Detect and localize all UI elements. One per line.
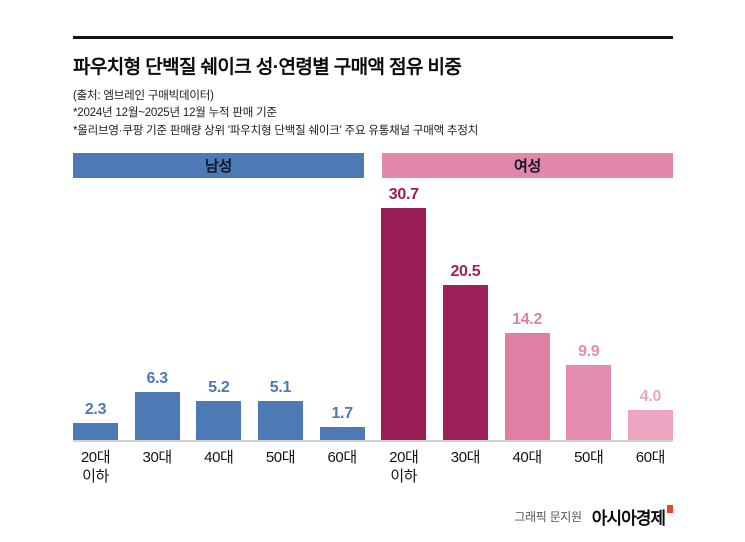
bar-item: 9.9 [566, 342, 612, 440]
bar-item: 20.5 [442, 262, 488, 440]
page-title: 파우치형 단백질 쉐이크 성·연령별 구매액 점유 비중 [73, 57, 462, 78]
category-label: 40대 [512, 448, 542, 466]
footnote-1: *2024년 12월~2025년 12월 누적 판매 기준 [73, 107, 277, 120]
bar-value-label: 20.5 [450, 262, 481, 280]
bar-value-label: 30.7 [388, 185, 419, 203]
bar [442, 284, 488, 440]
bar-value-label: 2.3 [84, 400, 107, 418]
bar-item: 1.7 [319, 404, 365, 440]
bar-value-label: 1.7 [331, 404, 353, 422]
footer: 그래픽 문지원 아시아경제 [73, 504, 673, 529]
bar [257, 400, 303, 440]
bar-item: 2.3 [73, 401, 118, 440]
category-label: 30대 [450, 448, 481, 466]
footnote-2: *올리브영·쿠팡 기준 판매량 상위 '파우치형 단백질 쉐이크' 주요 유통채… [73, 124, 479, 137]
category-label: 30대 [142, 448, 173, 466]
legend-header-female: 여성 [382, 152, 673, 178]
legend-header-male: 남성 [73, 152, 364, 178]
bar-value-label: 9.9 [578, 342, 600, 360]
publisher-logo-text: 아시아경제 [591, 509, 666, 529]
category-label: 20대 이하 [389, 448, 419, 485]
bar [627, 409, 673, 440]
bar-item: 5.1 [257, 378, 303, 440]
category-label: 60대 [635, 448, 666, 466]
bars-row: 2.3 6.3 5.2 5.1 1.7 30.7 20.5 14.2 9.9 4.0 [73, 186, 673, 440]
category-label: 20대 이하 [80, 448, 111, 485]
category-label: 50대 [265, 448, 296, 466]
bar [73, 422, 118, 440]
bar-value-label: 5.1 [269, 378, 292, 396]
bar-value-label: 4.0 [639, 387, 662, 405]
bar-item: 6.3 [134, 369, 180, 440]
category-label: 50대 [574, 448, 604, 466]
bar-item: 4.0 [627, 387, 673, 440]
publisher-logo-red-mark-icon [667, 505, 673, 514]
axis-baseline [73, 439, 673, 442]
bar-value-label: 5.2 [208, 378, 230, 396]
category-label: 40대 [204, 448, 234, 466]
bar-item: 30.7 [381, 185, 427, 440]
bar [319, 426, 365, 440]
publisher-logo: 아시아경제 [592, 504, 673, 529]
chart: 2.3 6.3 5.2 5.1 1.7 30.7 20.5 14.2 9.9 4.0 20대 이하… [73, 186, 673, 487]
bar [196, 400, 242, 440]
top-divider [73, 36, 673, 39]
legend-row: 남성 여성 [73, 152, 673, 178]
category-label: 60대 [327, 448, 357, 466]
bar-value-label: 14.2 [512, 310, 543, 328]
bar [134, 391, 180, 440]
bar-value-label: 6.3 [146, 369, 168, 387]
bar [381, 207, 427, 440]
categories-row: 20대 이하 30대 40대 50대 60대 20대 이하 30대 40대 50대 60대 [73, 449, 673, 487]
graphic-credit: 그래픽 문지원 [514, 510, 582, 525]
bar-item: 14.2 [504, 310, 550, 440]
bar [504, 332, 550, 440]
bar-item: 5.2 [196, 378, 242, 440]
bar [566, 364, 612, 440]
source-note: (출처: 엠브레인 구매빅데이터) [73, 90, 214, 102]
chart-notes: (출처: 엠브레인 구매빅데이터) *2024년 12월~2025년 12월 누… [73, 88, 673, 140]
